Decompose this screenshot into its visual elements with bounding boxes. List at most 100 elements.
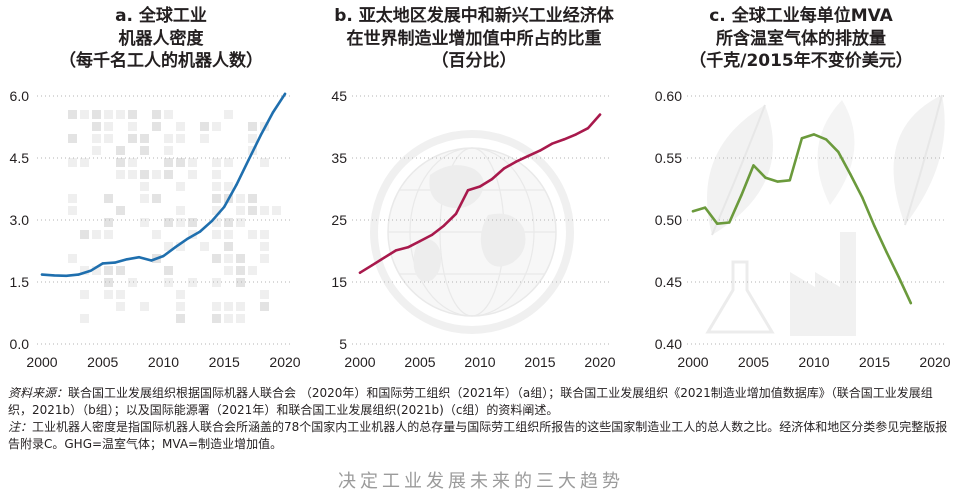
- circuit-pixel: [116, 158, 125, 167]
- circuit-pixel: [104, 218, 113, 227]
- circuit-pixel: [212, 302, 221, 311]
- factory-shape: [790, 232, 856, 336]
- circuit-pixel: [212, 314, 221, 323]
- circuit-pixel: [140, 302, 149, 311]
- circuit-pixel: [116, 110, 125, 119]
- circuit-pixel: [224, 254, 233, 263]
- data-point: [89, 269, 92, 272]
- circuit-pixel: [248, 122, 257, 131]
- y-tick-label: 0.0: [10, 336, 30, 352]
- circuit-pixel: [104, 230, 113, 239]
- chart-b-title: b. 亚太地区发展中和新兴工业经济体 在世界制造业增加值中所占的比重 （百分比）: [309, 5, 639, 73]
- flask-shape: [705, 260, 775, 334]
- y-tick-label: 0.60: [655, 88, 682, 104]
- circuit-pixel: [212, 122, 221, 131]
- note-text: 工业机器人密度是指国际机器人联合会所涵盖的78个国家内工业机器人的总存量与国际劳…: [8, 420, 948, 451]
- data-point: [406, 246, 410, 249]
- data-point: [812, 133, 816, 136]
- circuit-pixel: [224, 182, 233, 191]
- data-point: [418, 239, 422, 243]
- chart-b-plot: 5 15 25 35 45 2000 2005 2010 2015 2020: [331, 88, 615, 370]
- data-point: [113, 261, 117, 264]
- data-point: [150, 259, 153, 262]
- circuit-pixel: [176, 314, 185, 323]
- data-point: [740, 194, 743, 197]
- data-point: [271, 111, 275, 114]
- circuit-pixel: [92, 230, 101, 239]
- circuit-pixel: [128, 158, 137, 167]
- circuit-pixel: [140, 170, 149, 179]
- circuit-pixel: [68, 158, 77, 167]
- circuit-pixel: [212, 254, 221, 263]
- circuit-pixel: [260, 242, 269, 251]
- data-point: [174, 245, 177, 249]
- circuit-pixel: [116, 266, 125, 275]
- circuit-pixel: [176, 182, 185, 191]
- circuit-pixel: [260, 302, 269, 311]
- circuit-pixel: [164, 134, 173, 143]
- x-tick-label: 2020: [919, 354, 950, 370]
- chart-a-title-line-1: a. 全球工业: [115, 6, 207, 26]
- data-point: [478, 185, 482, 188]
- chart-a-title-line-2: 机器人密度: [118, 28, 204, 49]
- circuit-pixel: [152, 122, 161, 131]
- figure-notes: 资料来源：联合国工业发展组织根据国际机器人联合会 （2020年）和国际劳工组织（…: [8, 385, 956, 453]
- circuit-pixel: [260, 290, 269, 299]
- circuit-pixel: [236, 278, 245, 287]
- data-point: [885, 251, 888, 254]
- data-point: [562, 138, 566, 141]
- data-point: [186, 237, 189, 240]
- circuit-pixel: [80, 266, 89, 275]
- circuit-pixel: [212, 194, 221, 203]
- circuit-pixel: [188, 170, 197, 179]
- circuit-pixel: [212, 278, 221, 287]
- circuit-pixel: [248, 230, 257, 239]
- circuit-pixel: [188, 218, 197, 227]
- chart-c-title-line-1: c. 全球工业每单位MVA: [709, 6, 893, 26]
- circuit-pixel: [128, 122, 137, 131]
- y-tick-label: 0.40: [655, 336, 682, 352]
- circuit-pixel: [176, 218, 185, 227]
- data-point: [837, 150, 840, 153]
- source-text: 联合国工业发展组织根据国际机器人联合会 （2020年）和国际劳工组织（2021年…: [8, 386, 933, 417]
- circuit-pixel: [104, 290, 113, 299]
- globe-continent: [413, 239, 441, 282]
- chart-c-title-line-3: （千克/2015年不变价美元）: [689, 51, 913, 71]
- data-point: [466, 189, 470, 192]
- circuit-pixel: [140, 182, 149, 191]
- y-tick-label: 15: [331, 274, 347, 290]
- data-point: [65, 274, 68, 277]
- circuit-pixel: [140, 146, 149, 155]
- circuit-pixel: [80, 314, 89, 323]
- circuit-pixel: [68, 254, 77, 263]
- y-tick-label: 0.55: [655, 150, 682, 166]
- circuit-pixel: [164, 110, 173, 119]
- leaf-shape: [893, 95, 945, 225]
- circuit-pixel: [68, 206, 77, 215]
- circuit-pixel: [104, 266, 113, 275]
- data-point: [526, 154, 530, 158]
- x-tick-label: 2005: [87, 354, 118, 370]
- data-point: [598, 113, 602, 116]
- data-point: [788, 179, 791, 182]
- chart-c-plot: 0.40 0.45 0.50 0.55 0.60 2000 2005 2010 2015 2020: [655, 88, 951, 370]
- circuit-pixel: [80, 158, 89, 167]
- circuit-pixel: [248, 206, 257, 215]
- circuit-pixel: [248, 194, 257, 203]
- circuit-pixel: [128, 170, 137, 179]
- data-point: [40, 273, 44, 276]
- data-point: [370, 264, 374, 267]
- x-tick-label: 2010: [798, 354, 829, 370]
- circuit-pixel: [116, 290, 125, 299]
- y-tick-label: 4.5: [10, 150, 30, 166]
- circuit-pixel: [104, 194, 113, 203]
- circuit-pixel: [212, 218, 221, 227]
- data-point: [873, 225, 876, 228]
- data-point: [800, 137, 804, 140]
- circuit-pixel: [140, 194, 149, 203]
- x-tick-label: 2015: [209, 354, 240, 370]
- circuit-pixel: [116, 206, 125, 215]
- circuit-pixel: [236, 254, 245, 263]
- y-tick-label: 25: [331, 212, 347, 228]
